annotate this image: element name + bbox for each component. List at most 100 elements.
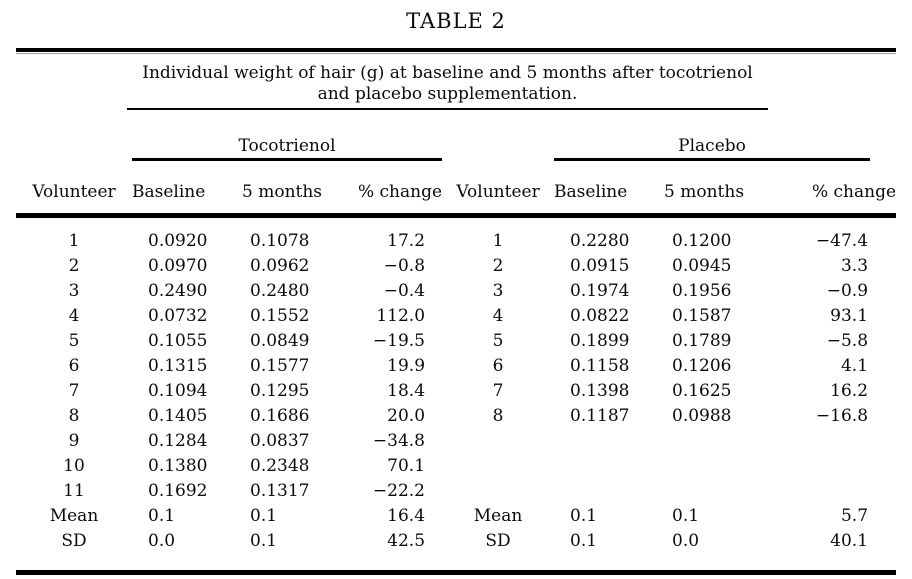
cell-volunteer: 6 — [68, 356, 80, 376]
cell-5months — [664, 479, 770, 504]
table-row: 11 0.1692 0.1317 −22.2 — [16, 479, 896, 504]
cell-pct-change: −0.4 — [383, 281, 426, 301]
cell-pct-change — [770, 479, 896, 504]
cell-volunteer: 4 — [68, 306, 80, 326]
cell-volunteer: SD — [485, 531, 511, 551]
cell-pct-change: 3.3 — [840, 256, 869, 276]
cell-pct-change: 93.1 — [830, 306, 869, 326]
header-5months-right: 5 months — [664, 161, 771, 218]
cell-pct-change: −16.8 — [815, 406, 869, 426]
cell-pct-change: −0.9 — [826, 281, 869, 301]
cell-5months: 0.0849 — [250, 331, 310, 351]
table-row: 1 0.0920 0.1078 17.2 1 0.2280 0.1200 −47… — [16, 216, 896, 255]
caption-line-1: Individual weight of hair (g) at baselin… — [142, 63, 753, 83]
cell-pct-change: 16.4 — [387, 506, 426, 526]
cell-5months: 0.1206 — [672, 356, 732, 376]
table-row: 7 0.1094 0.1295 18.4 7 0.1398 0.1625 16.… — [16, 379, 896, 404]
cell-baseline: 0.0920 — [148, 231, 208, 251]
cell-baseline: 0.1158 — [570, 356, 630, 376]
cell-pct-change: 18.4 — [387, 381, 426, 401]
cell-volunteer: 3 — [492, 281, 504, 301]
cell-baseline: 0.1284 — [148, 431, 208, 451]
table-row-sd: SD 0.0 0.1 42.5 SD 0.1 0.0 40.1 — [16, 529, 896, 573]
cell-5months: 0.1200 — [672, 231, 732, 251]
table-body: 1 0.0920 0.1078 17.2 1 0.2280 0.1200 −47… — [16, 216, 896, 573]
cell-volunteer: 7 — [492, 381, 504, 401]
cell-baseline: 0.1 — [570, 531, 598, 551]
table-caption: Individual weight of hair (g) at baselin… — [127, 63, 768, 110]
table-row: 2 0.0970 0.0962 −0.8 2 0.0915 0.0945 3.3 — [16, 254, 896, 279]
cell-volunteer: 9 — [68, 431, 80, 451]
cell-5months: 0.1625 — [672, 381, 732, 401]
cell-5months: 0.1956 — [672, 281, 732, 301]
cell-5months: 0.1 — [672, 506, 700, 526]
cell-volunteer: 8 — [68, 406, 80, 426]
table-row: 8 0.1405 0.1686 20.0 8 0.1187 0.0988 −16… — [16, 404, 896, 429]
cell-5months: 0.1 — [250, 531, 278, 551]
cell-baseline: 0.0970 — [148, 256, 208, 276]
cell-pct-change — [770, 429, 896, 454]
cell-volunteer: Mean — [49, 506, 99, 526]
table-row: 6 0.1315 0.1577 19.9 6 0.1158 0.1206 4.1 — [16, 354, 896, 379]
cell-pct-change: −34.8 — [372, 431, 426, 451]
cell-5months: 0.0 — [672, 531, 700, 551]
table-row: 10 0.1380 0.2348 70.1 — [16, 454, 896, 479]
cell-pct-change: 42.5 — [387, 531, 426, 551]
cell-baseline: 0.1899 — [570, 331, 630, 351]
cell-volunteer: 10 — [63, 456, 85, 476]
cell-volunteer: 4 — [492, 306, 504, 326]
cell-baseline: 0.0 — [148, 531, 176, 551]
header-baseline-right: Baseline — [554, 161, 665, 218]
cell-5months: 0.1686 — [250, 406, 310, 426]
table-row: 5 0.1055 0.0849 −19.5 5 0.1899 0.1789 −5… — [16, 329, 896, 354]
cell-5months: 0.1317 — [250, 481, 310, 501]
cell-baseline: 0.1315 — [148, 356, 208, 376]
data-table: Tocotrienol Placebo Volunteer Baseline 5… — [16, 110, 897, 575]
cell-pct-change: 4.1 — [840, 356, 869, 376]
cell-5months: 0.2480 — [250, 281, 310, 301]
cell-baseline: 0.1094 — [148, 381, 208, 401]
table-title: TABLE 2 — [406, 9, 506, 33]
cell-baseline: 0.1 — [570, 506, 598, 526]
cell-pct-change: −5.8 — [826, 331, 869, 351]
top-double-rule — [16, 48, 896, 54]
cell-baseline: 0.1398 — [570, 381, 630, 401]
cell-volunteer: 1 — [492, 231, 504, 251]
cell-5months — [664, 429, 770, 454]
cell-5months: 0.2348 — [250, 456, 310, 476]
cell-baseline: 0.1055 — [148, 331, 208, 351]
cell-baseline — [554, 454, 664, 479]
cell-5months: 0.1789 — [672, 331, 732, 351]
cell-5months: 0.0945 — [672, 256, 732, 276]
cell-5months: 0.0837 — [250, 431, 310, 451]
cell-baseline — [554, 479, 664, 504]
cell-5months: 0.0962 — [250, 256, 310, 276]
header-pct-change-right: % change — [770, 161, 897, 218]
caption-line-2: and placebo supplementation. — [317, 84, 578, 104]
cell-pct-change: 112.0 — [376, 306, 426, 326]
cell-pct-change: 40.1 — [830, 531, 869, 551]
top-rule-thin-line — [16, 53, 896, 54]
cell-pct-change: 5.7 — [840, 506, 869, 526]
cell-pct-change: 70.1 — [387, 456, 426, 476]
cell-volunteer: Mean — [473, 506, 523, 526]
cell-volunteer: 5 — [492, 331, 504, 351]
cell-5months: 0.1295 — [250, 381, 310, 401]
cell-baseline: 0.0915 — [570, 256, 630, 276]
cell-volunteer: SD — [61, 531, 87, 551]
cell-baseline — [554, 429, 664, 454]
cell-baseline: 0.1405 — [148, 406, 208, 426]
cell-baseline: 0.2280 — [570, 231, 630, 251]
cell-pct-change — [770, 454, 896, 479]
group-spacer — [442, 110, 554, 161]
cell-volunteer: 11 — [63, 481, 85, 501]
cell-volunteer: 2 — [68, 256, 80, 276]
cell-volunteer: 8 — [492, 406, 504, 426]
cell-baseline: 0.0822 — [570, 306, 630, 326]
top-rule-thick-line — [16, 48, 896, 52]
cell-baseline: 0.1692 — [148, 481, 208, 501]
cell-volunteer — [442, 479, 554, 504]
group-cell-tocotrienol: Tocotrienol — [132, 110, 443, 161]
header-baseline-left: Baseline — [132, 161, 242, 218]
